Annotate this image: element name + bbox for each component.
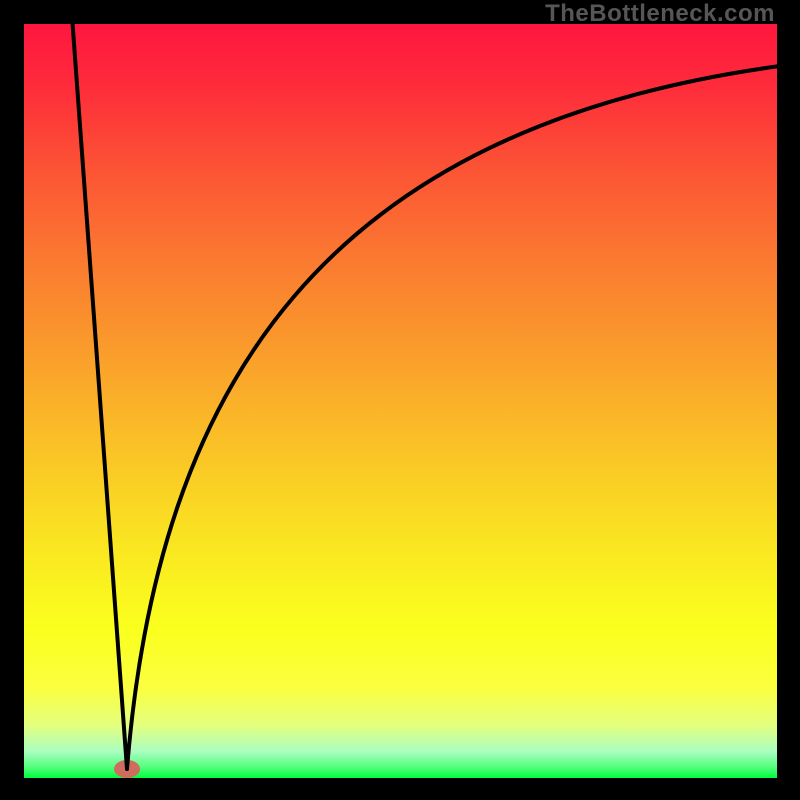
watermark-text: TheBottleneck.com [545, 0, 775, 28]
bottleneck-curve [24, 24, 777, 778]
chart-container: TheBottleneck.com [0, 0, 800, 800]
curve-path [72, 24, 777, 769]
plot-area [24, 24, 777, 778]
